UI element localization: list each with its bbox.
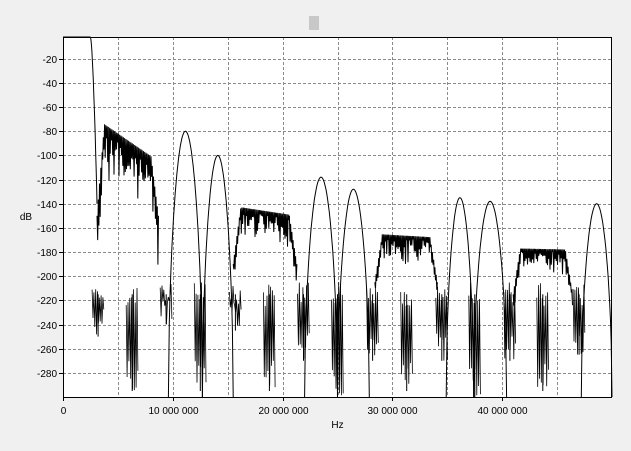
spectrum-lobe-6 xyxy=(304,176,338,398)
x-tick-label: 20 000 000 xyxy=(258,406,308,417)
spectrum-notch-cluster-6 xyxy=(297,282,310,359)
spectrum-notch-cluster-3 xyxy=(193,282,207,388)
x-tick-label: 30 000 000 xyxy=(367,406,417,417)
spectrum-notch-cluster-7 xyxy=(331,282,344,396)
y-tick-label: -120 xyxy=(37,176,57,187)
data-layer xyxy=(63,36,613,398)
spectrum-lobe-2 xyxy=(96,124,159,265)
y-tick-label: -40 xyxy=(43,79,58,90)
spectrum-notch-cluster-2 xyxy=(159,283,173,325)
y-tick-label: -160 xyxy=(37,224,57,235)
spectrum-notch-cluster-5 xyxy=(263,284,276,388)
y-tick-label: -200 xyxy=(37,272,57,283)
spectrum-notch-cluster-9 xyxy=(400,292,413,384)
spectrum-notch-cluster-4 xyxy=(229,285,242,326)
spectrum-lobe-3 xyxy=(167,130,203,398)
y-tick-label: -240 xyxy=(37,321,57,332)
spectrum-lobe-10 xyxy=(473,200,508,398)
spectrum-notch-cluster-0 xyxy=(91,289,105,335)
spectrum-lobe-11 xyxy=(512,248,573,306)
y-axis-label: dB xyxy=(20,212,33,223)
spectrum-notch-cluster-14 xyxy=(572,284,586,355)
title-marker xyxy=(309,16,319,30)
y-tick-label: -180 xyxy=(37,248,57,259)
spectrum-notch-cluster-10 xyxy=(435,286,448,361)
y-tick-label: -60 xyxy=(43,103,58,114)
spectrum-lobe-1 xyxy=(90,36,98,204)
plot-frame xyxy=(63,37,612,398)
y-tick-label: -20 xyxy=(43,55,58,66)
y-tick-label: -140 xyxy=(37,200,57,211)
spectrum-notch-cluster-11 xyxy=(468,282,481,396)
y-tick-label: -80 xyxy=(43,127,58,138)
spectrum-lobe-9 xyxy=(445,197,475,398)
x-tick-label: 10 000 000 xyxy=(148,406,198,417)
x-axis-label: Hz xyxy=(331,420,343,431)
spectrum-notch-cluster-8 xyxy=(366,287,379,356)
spectrum-notch-cluster-13 xyxy=(536,283,549,387)
x-tick-label: 40 000 000 xyxy=(477,406,527,417)
y-tick-label: -220 xyxy=(37,296,57,307)
y-tick-label: -100 xyxy=(37,151,57,162)
spectrum-lobe-12 xyxy=(580,203,613,398)
spectrum-lobe-5 xyxy=(232,207,298,281)
y-tick-label: -280 xyxy=(37,369,57,380)
spectrum-notch-cluster-1 xyxy=(125,287,139,391)
spectrum-notch-cluster-12 xyxy=(503,282,516,360)
axes: -20 -40 -60 -80 -100 -120 -140 -160 -180 -200 -220… xyxy=(37,37,612,417)
spectrum-lobe-8 xyxy=(374,234,438,290)
y-tick-label: -260 xyxy=(37,345,57,356)
x-tick-label: 0 xyxy=(61,406,67,417)
spectrum-lobe-7 xyxy=(337,188,370,398)
spectrum-lobe-4 xyxy=(201,154,234,398)
